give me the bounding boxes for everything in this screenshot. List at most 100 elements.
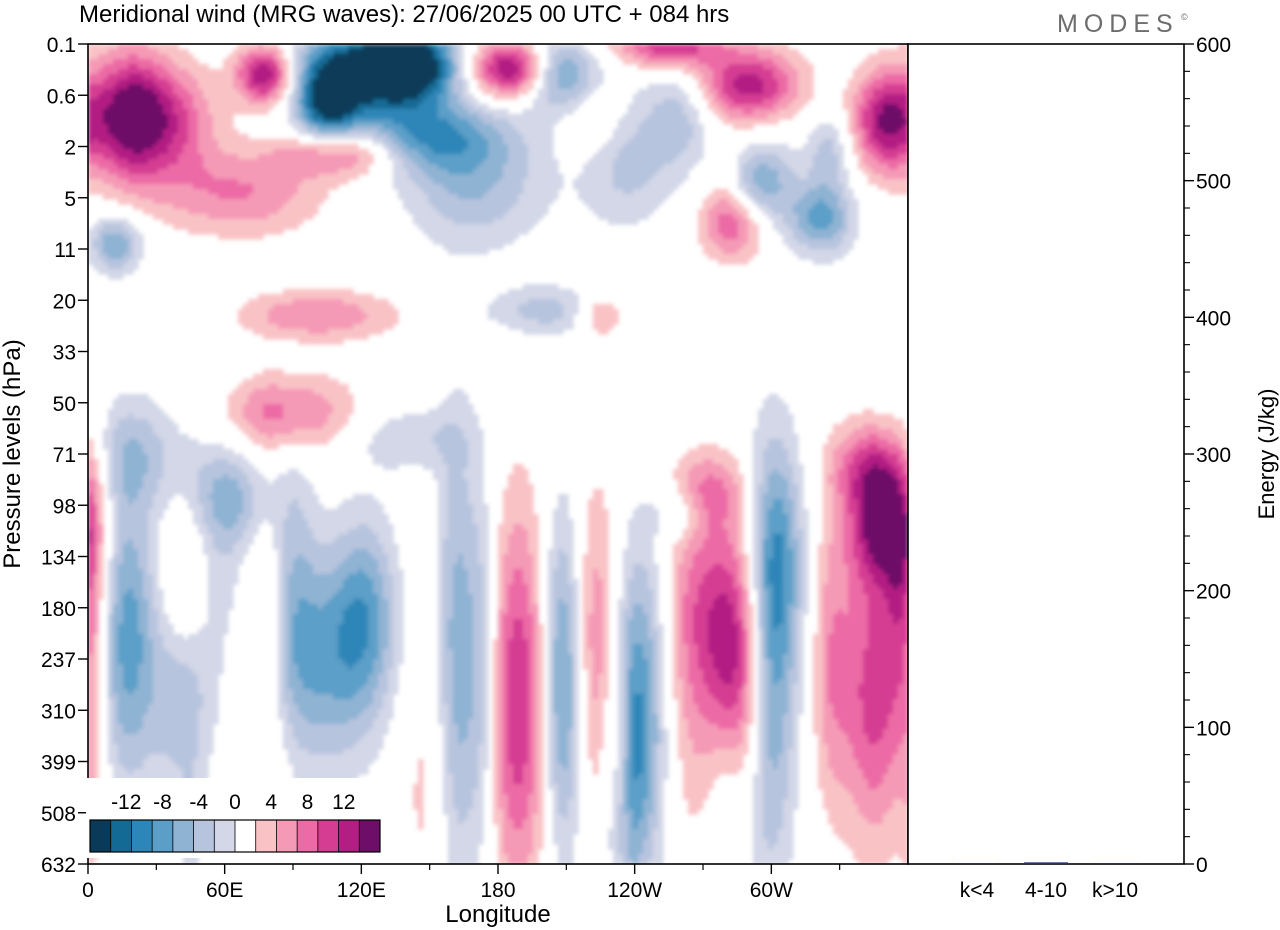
contour-cell	[248, 169, 254, 175]
contour-cell	[118, 664, 124, 670]
contour-cell	[88, 614, 94, 620]
contour-cell	[228, 574, 234, 580]
contour-cell	[273, 369, 279, 375]
contour-cell	[223, 139, 229, 145]
contour-cell	[88, 669, 94, 675]
contour-cell	[108, 699, 114, 705]
contour-cell	[118, 119, 124, 125]
contour-cell	[323, 704, 329, 710]
contour-cell	[238, 44, 244, 50]
contour-cell	[148, 44, 154, 50]
contour-cell	[118, 174, 124, 180]
contour-cell	[343, 419, 349, 425]
contour-cell	[223, 614, 229, 620]
contour-cell	[188, 454, 194, 460]
contour-cell	[108, 109, 114, 115]
contour-cell	[188, 94, 194, 100]
contour-cell	[178, 714, 184, 720]
contour-cell	[168, 454, 174, 460]
contour-cell	[258, 204, 264, 210]
contour-cell	[188, 229, 194, 235]
contour-cell	[148, 139, 154, 145]
contour-cell	[213, 459, 219, 465]
contour-cell	[278, 94, 284, 100]
contour-cell	[333, 654, 339, 660]
contour-cell	[173, 749, 179, 755]
contour-cell	[178, 634, 184, 640]
contour-cell	[273, 229, 279, 235]
contour-cell	[93, 639, 99, 645]
contour-cell	[93, 509, 99, 515]
contour-cell	[178, 684, 184, 690]
contour-cell	[98, 554, 104, 560]
contour-cell	[198, 734, 204, 740]
contour-cell	[113, 699, 119, 705]
contour-cell	[203, 229, 209, 235]
contour-cell	[198, 484, 204, 490]
contour-cell	[313, 699, 319, 705]
contour-cell	[298, 629, 304, 635]
contour-cell	[273, 374, 279, 380]
contour-cell	[153, 589, 159, 595]
contour-cell	[223, 499, 229, 505]
contour-cell	[153, 114, 159, 120]
contour-cell	[238, 554, 244, 560]
contour-cell	[173, 429, 179, 435]
contour-cell	[143, 724, 149, 730]
contour-cell	[143, 454, 149, 460]
contour-cell	[98, 144, 104, 150]
contour-cell	[268, 319, 274, 325]
contour-cell	[208, 154, 214, 160]
contour-cell	[338, 414, 344, 420]
contour-cell	[93, 559, 99, 565]
contour-cell	[318, 689, 324, 695]
contour-cell	[118, 129, 124, 135]
contour-cell	[328, 399, 334, 405]
contour-cell	[128, 519, 134, 525]
contour-cell	[193, 724, 199, 730]
contour-cell	[283, 419, 289, 425]
contour-cell	[338, 69, 344, 75]
contour-cell	[108, 224, 114, 230]
contour-cell	[333, 319, 339, 325]
contour-cell	[188, 704, 194, 710]
contour-cell	[228, 599, 234, 605]
contour-cell	[308, 569, 314, 575]
contour-cell	[323, 179, 329, 185]
contour-cell	[288, 199, 294, 205]
contour-cell	[318, 119, 324, 125]
contour-cell	[313, 659, 319, 665]
contour-cell	[163, 654, 169, 660]
contour-cell	[133, 564, 139, 570]
contour-cell	[208, 659, 214, 665]
contour-cell	[308, 434, 314, 440]
contour-cell	[283, 739, 289, 745]
contour-cell	[303, 514, 309, 520]
contour-cell	[193, 719, 199, 725]
contour-cell	[113, 219, 119, 225]
contour-cell	[208, 499, 214, 505]
contour-cell	[108, 734, 114, 740]
contour-cell	[158, 144, 164, 150]
contour-cell	[168, 164, 174, 170]
contour-cell	[203, 749, 209, 755]
contour-cell	[123, 709, 129, 715]
contour-cell	[278, 534, 284, 540]
contour-cell	[243, 404, 249, 410]
contour-cell	[168, 49, 174, 55]
contour-cell	[298, 474, 304, 480]
contour-cell	[288, 219, 294, 225]
contour-cell	[228, 179, 234, 185]
contour-cell	[128, 744, 134, 750]
contour-cell	[338, 559, 344, 565]
contour-cell	[128, 459, 134, 465]
contour-cell	[148, 714, 154, 720]
contour-cell	[108, 469, 114, 475]
contour-cell	[133, 189, 139, 195]
contour-cell	[283, 619, 289, 625]
contour-cell	[283, 164, 289, 170]
contour-cell	[208, 554, 214, 560]
contour-cell	[223, 554, 229, 560]
contour-cell	[318, 534, 324, 540]
contour-cell	[273, 89, 279, 95]
